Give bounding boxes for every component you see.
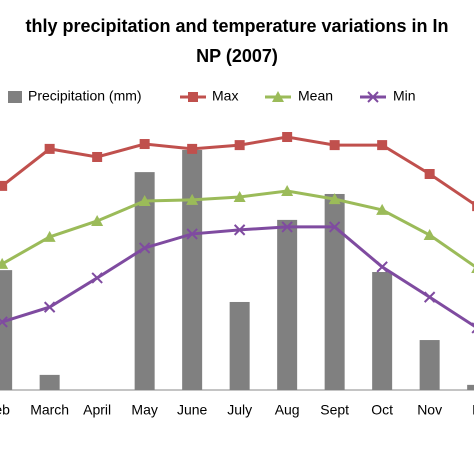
marker: [43, 301, 56, 313]
x-tick-label: June: [177, 402, 208, 418]
chart-title: thly precipitation and temperature varia…: [25, 16, 448, 36]
marker: [92, 151, 103, 162]
marker: [234, 140, 245, 151]
x-tick-label: March: [30, 402, 69, 418]
marker: [44, 143, 55, 154]
marker: [91, 272, 103, 284]
x-tick-label: Aug: [275, 402, 300, 418]
marker: [186, 193, 199, 205]
bar: [419, 340, 440, 390]
marker: [138, 195, 151, 206]
bar: [229, 301, 250, 390]
marker: [472, 201, 474, 212]
legend-label: Precipitation (mm): [28, 88, 142, 104]
marker: [423, 291, 436, 303]
x-tick-label: Nov: [417, 402, 442, 418]
x-tick-label: July: [227, 402, 252, 418]
legend-marker: [272, 91, 284, 102]
legend-marker: [367, 91, 379, 103]
bar: [324, 193, 345, 390]
marker: [329, 140, 340, 151]
bar: [134, 172, 155, 390]
marker: [186, 228, 198, 240]
bar: [182, 149, 203, 390]
bar: [0, 270, 13, 390]
x-tick-label: eb: [0, 402, 10, 418]
marker: [376, 203, 389, 215]
marker: [91, 214, 104, 226]
marker: [138, 242, 151, 254]
x-tick-label: Sept: [320, 402, 349, 418]
marker: [187, 143, 198, 154]
marker: [281, 185, 294, 197]
marker: [233, 190, 246, 202]
legend-label: Min: [393, 88, 416, 104]
marker: [471, 267, 474, 273]
bar: [277, 219, 298, 390]
marker: [0, 257, 9, 269]
x-tick-label: May: [131, 402, 157, 418]
marker: [233, 224, 246, 236]
marker: [281, 221, 293, 233]
marker: [328, 193, 341, 205]
marker: [424, 169, 435, 179]
marker: [328, 221, 341, 233]
marker: [423, 229, 436, 241]
legend-swatch: [8, 91, 22, 103]
chart-title: NP (2007): [196, 46, 278, 66]
x-tick-label: Oct: [371, 402, 393, 418]
marker: [0, 316, 8, 328]
marker: [0, 180, 8, 191]
marker: [139, 139, 150, 150]
x-tick-label: D: [472, 402, 474, 418]
legend-label: Max: [212, 88, 238, 104]
marker: [282, 132, 293, 143]
marker: [377, 140, 388, 151]
bar: [467, 384, 474, 390]
marker: [43, 230, 56, 242]
bar: [372, 272, 393, 390]
bar: [39, 374, 60, 390]
legend-marker: [188, 92, 198, 102]
x-tick-label: April: [83, 402, 111, 418]
legend-label: Mean: [298, 88, 333, 104]
marker: [376, 261, 388, 273]
